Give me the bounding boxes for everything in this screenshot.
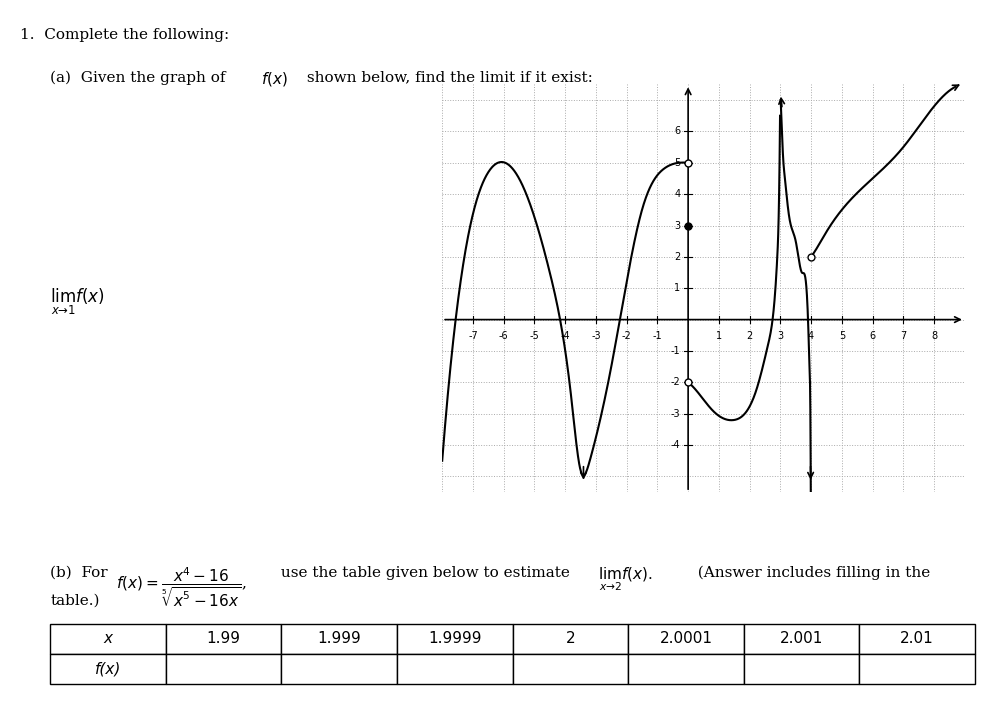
Text: 1: 1: [716, 330, 722, 340]
Text: 5: 5: [839, 330, 845, 340]
Text: 2: 2: [674, 252, 680, 262]
Text: 7: 7: [900, 330, 907, 340]
Text: (b)  For: (b) For: [50, 566, 113, 580]
Text: -1: -1: [652, 330, 662, 340]
Text: 3: 3: [777, 330, 784, 340]
Text: -3: -3: [591, 330, 601, 340]
Text: -7: -7: [468, 330, 477, 340]
Text: -4: -4: [561, 330, 570, 340]
Text: 6: 6: [674, 127, 680, 136]
Text: -1: -1: [670, 346, 680, 356]
Text: 6: 6: [869, 330, 875, 340]
Text: 4: 4: [674, 189, 680, 199]
Text: 5: 5: [674, 157, 680, 168]
Text: -3: -3: [670, 408, 680, 419]
Text: use the table given below to estimate: use the table given below to estimate: [276, 566, 575, 580]
Text: -2: -2: [622, 330, 631, 340]
Text: shown below, find the limit if it exist:: shown below, find the limit if it exist:: [302, 70, 592, 84]
Text: (Answer includes filling in the: (Answer includes filling in the: [688, 566, 931, 580]
Text: -4: -4: [670, 440, 680, 450]
Text: -5: -5: [530, 330, 540, 340]
Text: $\lim_{x \to 2} f(x)$.: $\lim_{x \to 2} f(x)$.: [598, 566, 653, 593]
Text: 1.  Complete the following:: 1. Complete the following:: [20, 28, 229, 42]
Text: -2: -2: [670, 378, 680, 387]
Text: $\lim_{x \to 1} f(x)$: $\lim_{x \to 1} f(x)$: [50, 288, 105, 317]
Text: $f(x) = \dfrac{x^4 - 16}{\sqrt[5]{x^5 - 16x}}$,: $f(x) = \dfrac{x^4 - 16}{\sqrt[5]{x^5 - …: [116, 566, 246, 610]
Text: $f(x)$: $f(x)$: [261, 70, 288, 89]
Text: 2: 2: [747, 330, 753, 340]
Text: 8: 8: [931, 330, 937, 340]
Text: (a)  Given the graph of: (a) Given the graph of: [50, 70, 230, 84]
Text: 4: 4: [808, 330, 814, 340]
Text: table.): table.): [50, 594, 99, 608]
Text: 1: 1: [674, 283, 680, 293]
Text: -6: -6: [498, 330, 509, 340]
Text: 3: 3: [674, 221, 680, 231]
